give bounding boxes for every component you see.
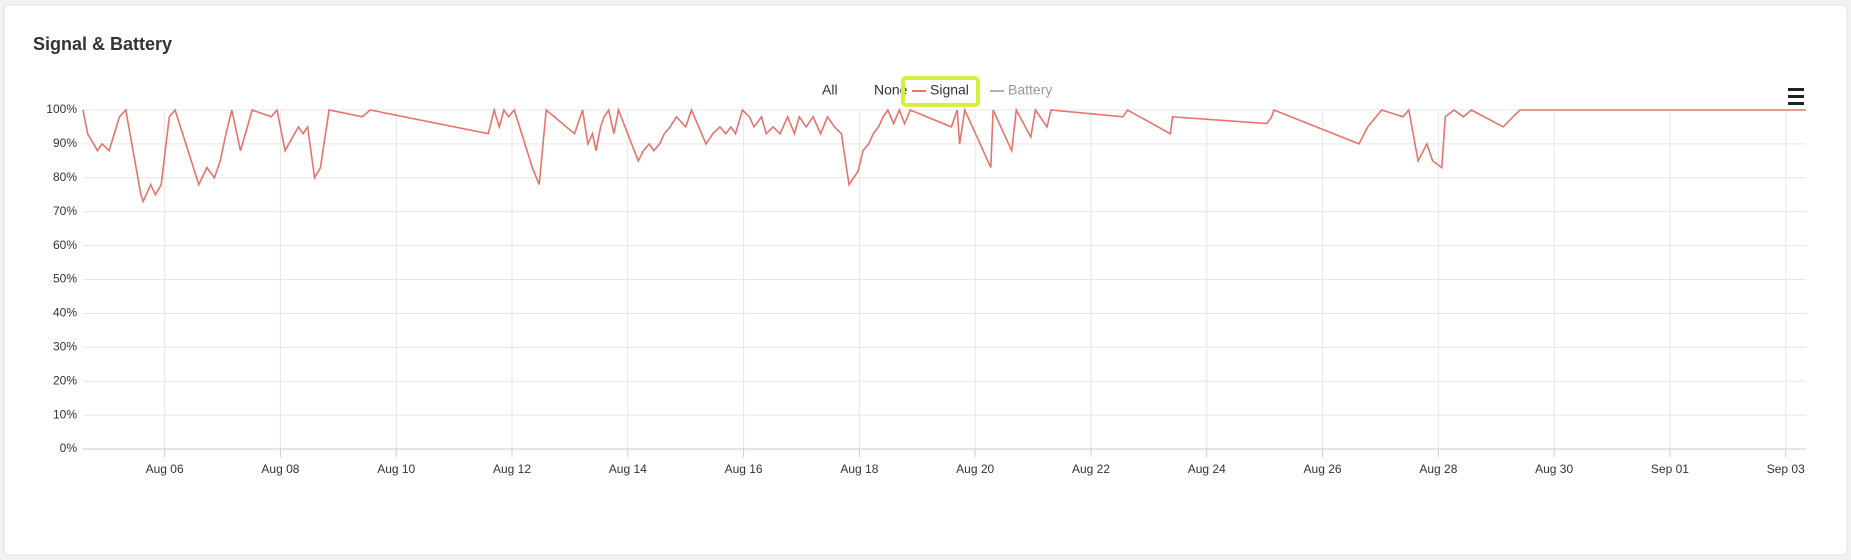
y-tick-label: 30%: [53, 339, 77, 353]
menu-bar: [1788, 95, 1804, 98]
signal-line: [82, 106, 1806, 204]
x-tick-label: Aug 18: [840, 462, 878, 476]
x-tick-label: Aug 20: [956, 462, 994, 476]
legend-label[interactable]: Signal: [930, 82, 969, 98]
x-tick-label: Aug 30: [1535, 462, 1573, 476]
y-tick-label: 40%: [53, 306, 77, 320]
x-tick-label: Sep 01: [1651, 462, 1689, 476]
x-tick-label: Aug 14: [609, 462, 647, 476]
y-tick-label: 70%: [53, 204, 77, 218]
y-tick-label: 90%: [53, 136, 77, 150]
x-tick-label: Aug 24: [1188, 462, 1226, 476]
legend-label[interactable]: Battery: [1008, 82, 1052, 98]
x-tick-label: Aug 06: [146, 462, 184, 476]
x-tick-label: Aug 08: [261, 462, 299, 476]
x-tick-label: Aug 12: [493, 462, 531, 476]
y-tick-label: 0%: [60, 441, 78, 455]
y-tick-label: 50%: [53, 272, 77, 286]
x-tick-label: Aug 10: [377, 462, 415, 476]
x-tick-label: Aug 16: [725, 462, 763, 476]
x-tick-label: Aug 26: [1304, 462, 1342, 476]
legend-highlight: [901, 76, 980, 107]
y-tick-label: 60%: [53, 238, 77, 252]
chart-title: Signal & Battery: [33, 34, 172, 54]
legend-control[interactable]: None: [874, 82, 908, 98]
menu-button[interactable]: [1788, 88, 1804, 105]
y-tick-label: 80%: [53, 170, 77, 184]
menu-bar: [1788, 88, 1804, 91]
menu-bar: [1788, 102, 1804, 105]
x-tick-label: Sep 03: [1767, 462, 1805, 476]
y-tick-label: 20%: [53, 373, 77, 387]
y-tick-label: 100%: [46, 102, 77, 116]
legend-control[interactable]: All: [822, 82, 838, 98]
x-tick-label: Aug 28: [1419, 462, 1457, 476]
x-tick-label: Aug 22: [1072, 462, 1110, 476]
y-tick-label: 10%: [53, 407, 77, 421]
